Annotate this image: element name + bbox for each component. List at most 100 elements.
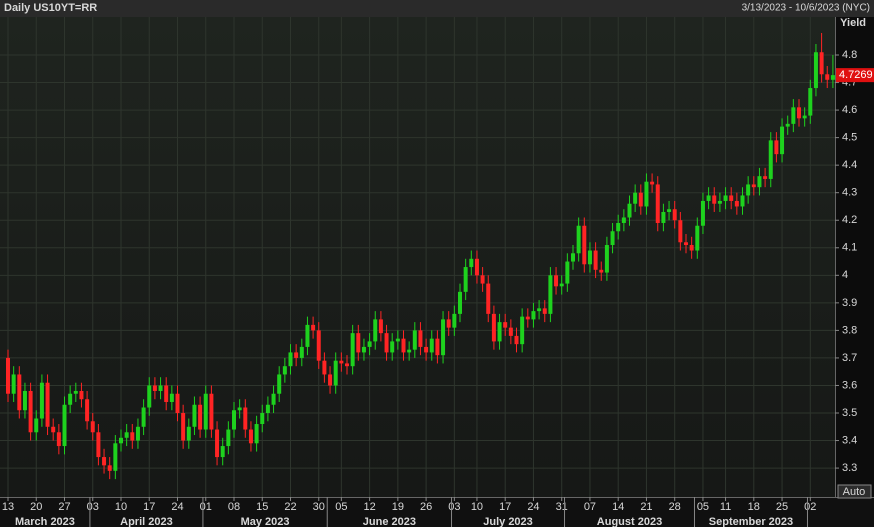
- candle-body: [203, 393, 208, 430]
- candle-body: [34, 418, 39, 433]
- candle-body: [339, 360, 344, 364]
- candle-body: [119, 437, 123, 444]
- candle-body: [96, 432, 101, 458]
- x-tick-label: 02: [804, 501, 816, 513]
- candle-body: [401, 338, 406, 353]
- y-axis-area: [835, 17, 874, 497]
- candle-body: [181, 413, 186, 441]
- candle-body: [537, 308, 542, 312]
- date-range: 3/13/2023 - 10/6/2023 (NYC): [742, 3, 870, 14]
- candle-body: [474, 258, 479, 276]
- x-tick-label: 03: [87, 501, 99, 513]
- candle-body: [237, 407, 242, 411]
- candle-body: [28, 390, 33, 433]
- y-tick-label: 4.3: [842, 187, 857, 199]
- last-price-label: 4.7269: [839, 69, 873, 81]
- candle-body: [825, 74, 830, 80]
- candle-body: [819, 52, 824, 75]
- candle-body: [271, 393, 276, 405]
- candle-body: [830, 75, 835, 80]
- header-bar: [0, 0, 874, 17]
- candle-body: [497, 322, 502, 342]
- candle-body: [559, 283, 564, 287]
- candle-body: [717, 200, 722, 204]
- candle-body: [90, 421, 95, 433]
- axes: 3.3 3.4 3.5 3.6 3.7 3.8 3.9 4 4.1 4.2 4.3 4.4 4.5 4.6…: [2, 49, 874, 527]
- x-tick-label: 18: [748, 501, 760, 513]
- candle-body: [644, 181, 649, 207]
- candle-body: [672, 209, 677, 221]
- auto-scale-label[interactable]: Auto: [843, 486, 866, 498]
- plot-area: [0, 17, 835, 497]
- candle-body: [345, 363, 349, 367]
- candle-body: [667, 209, 672, 212]
- candle-body: [390, 341, 395, 353]
- candle-body: [226, 429, 231, 447]
- candles: [6, 32, 835, 480]
- x-tick-label: 26: [420, 501, 432, 513]
- last-price-tag: [836, 68, 874, 83]
- candle-body: [599, 269, 604, 273]
- y-tick-label: 4.2: [842, 214, 857, 226]
- month-label: September 2023: [709, 516, 793, 527]
- candle-body: [627, 203, 632, 218]
- candle-body: [186, 426, 191, 441]
- x-tick-label: 20: [30, 501, 42, 513]
- x-tick-label: 24: [527, 501, 539, 513]
- candle-body: [565, 261, 570, 284]
- candle-body: [265, 404, 270, 414]
- candle-body: [395, 338, 400, 342]
- candle-body: [62, 404, 67, 447]
- chart-title: Daily US10YT=RR: [4, 2, 97, 14]
- x-tick-label: 14: [612, 501, 624, 513]
- candle-body: [808, 88, 813, 116]
- candle-body: [774, 140, 779, 155]
- x-tick-label: 17: [143, 501, 155, 513]
- candle-body: [152, 385, 157, 391]
- x-tick-label: 22: [284, 501, 296, 513]
- x-tick-label: 19: [392, 501, 404, 513]
- candle-body: [491, 313, 496, 342]
- y-tick-label: 3.5: [842, 407, 857, 419]
- y-tick-label: 4.6: [842, 104, 857, 116]
- candle-body: [554, 275, 559, 287]
- candle-body: [689, 245, 694, 251]
- candle-body: [469, 258, 474, 268]
- candle-body: [299, 346, 304, 358]
- y-axis-label: Yield: [840, 17, 866, 29]
- candle-body: [700, 200, 705, 226]
- candle-body: [638, 192, 643, 207]
- candle-body: [650, 181, 655, 185]
- auto-scale-button[interactable]: [837, 484, 872, 499]
- candle-body: [503, 322, 508, 328]
- candle-body: [215, 429, 220, 458]
- candle-body: [514, 335, 519, 345]
- candle-body: [621, 217, 626, 223]
- candle-body: [678, 220, 683, 243]
- candle-body: [797, 107, 801, 119]
- candle-body: [294, 352, 299, 358]
- candle-body: [147, 385, 152, 408]
- candle-body: [322, 360, 327, 375]
- x-tick-label: 12: [363, 501, 375, 513]
- y-tick-label: 4.1: [842, 242, 857, 254]
- x-tick-label: 30: [313, 501, 325, 513]
- candle-body: [587, 250, 592, 265]
- candle-body: [243, 407, 248, 430]
- candle-body: [68, 393, 73, 405]
- candle-body: [158, 385, 163, 391]
- candle-body: [655, 184, 660, 223]
- candle-body: [277, 374, 282, 394]
- candle-body: [45, 382, 50, 427]
- x-tick-label: 21: [640, 501, 652, 513]
- grid: [0, 17, 835, 497]
- candle-body: [525, 316, 530, 320]
- candle-body: [316, 330, 321, 361]
- candle-body: [729, 195, 734, 201]
- month-label: March 2023: [15, 516, 75, 527]
- candle-body: [785, 123, 790, 127]
- candle-body: [407, 349, 412, 353]
- x-tick-label: 28: [669, 501, 681, 513]
